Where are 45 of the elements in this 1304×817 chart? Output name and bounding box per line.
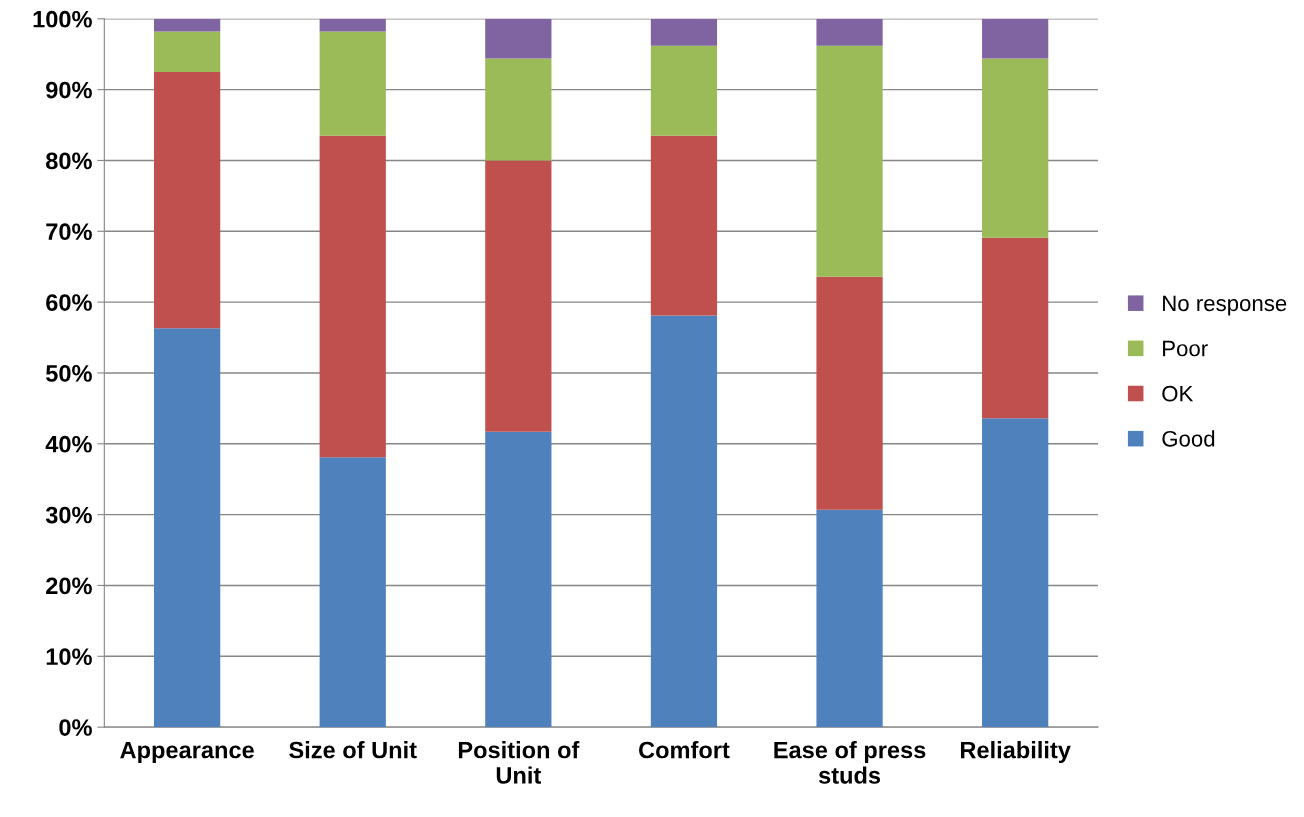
legend-label: No response — [1163, 295, 1287, 316]
bar — [816, 45, 883, 277]
y-tick-label: 70% — [46, 223, 92, 241]
bar — [154, 328, 221, 728]
x-tick-label: Position of Unit — [458, 741, 580, 784]
bar — [319, 457, 386, 728]
y-tick-label: 50% — [45, 365, 92, 382]
y-tick-label: 0% — [59, 719, 92, 736]
bar — [982, 237, 1049, 419]
x-tick-label: Appearance — [120, 741, 254, 764]
y-tick-label: 90% — [46, 81, 92, 99]
bar — [650, 135, 718, 316]
bar — [154, 31, 221, 72]
bar — [485, 58, 552, 161]
x-tick-label: Ease of press studs — [774, 741, 926, 784]
bar — [154, 18, 221, 32]
bar — [485, 18, 552, 59]
bar — [816, 509, 883, 728]
bar — [816, 276, 883, 510]
y-tick-label: 30% — [45, 506, 92, 524]
y-tick-label: 10% — [46, 648, 92, 666]
legend-label: Poor — [1163, 340, 1208, 357]
bar — [485, 431, 552, 728]
bar — [982, 418, 1049, 728]
bar — [154, 71, 221, 329]
x-tick-label: Size of Unit — [289, 741, 417, 759]
x-tick-label: Comfort — [639, 741, 730, 759]
bar — [319, 135, 386, 458]
y-tick-label: 100% — [33, 10, 92, 28]
bar — [319, 31, 386, 136]
y-tick-label: 40% — [45, 435, 92, 453]
bar — [650, 45, 718, 136]
bar — [982, 18, 1049, 59]
bar — [650, 18, 718, 46]
y-tick-label: 60% — [46, 294, 92, 311]
bar — [982, 58, 1049, 238]
legend-label: Good — [1162, 430, 1215, 447]
y-tick-label: 80% — [46, 152, 92, 170]
bar — [319, 18, 386, 32]
bar — [816, 18, 883, 46]
legend-label: OK — [1162, 385, 1194, 402]
bar — [485, 160, 552, 432]
bar — [650, 315, 718, 728]
y-tick-label: 20% — [46, 577, 92, 595]
x-tick-label: Reliability — [960, 741, 1071, 764]
